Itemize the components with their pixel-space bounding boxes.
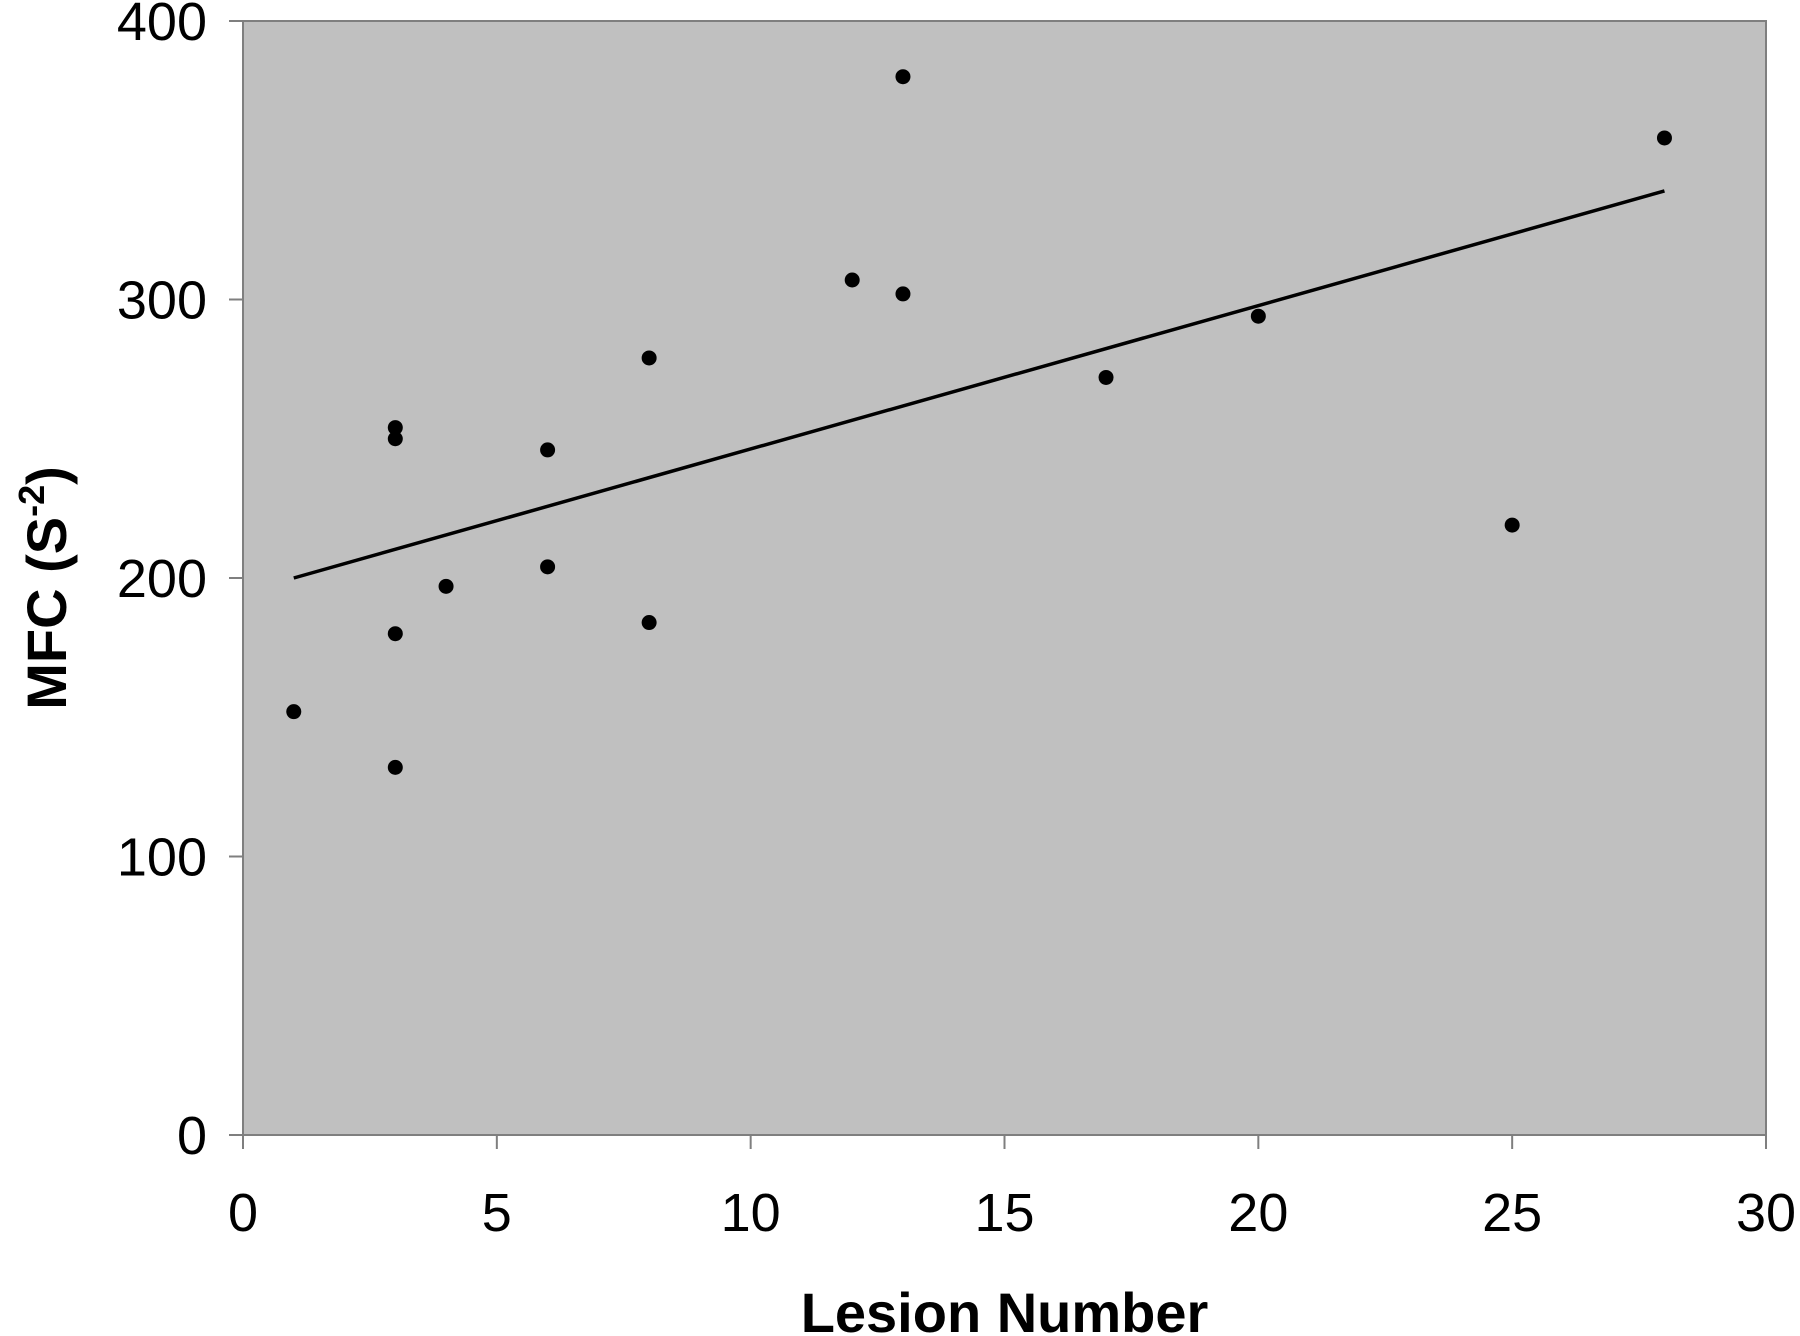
tick-labels: 0 100 200 300 400 0 5 10 15 20 25 30 [117,0,1796,1243]
x-tick-label: 0 [228,1183,258,1243]
data-point [540,559,556,575]
trendline [293,189,1665,580]
data-point [387,626,403,642]
x-tick-label: 10 [721,1183,781,1243]
data-point [1250,308,1266,324]
data-point [387,759,403,775]
axes [229,20,1767,1149]
data-point [1656,130,1672,146]
y-tick-label: 300 [117,271,207,331]
data-point [387,431,403,447]
x-tick-label: 5 [482,1183,512,1243]
trendline-group [293,189,1665,580]
x-tick-label: 25 [1482,1183,1542,1243]
data-point [641,350,657,366]
data-point [1504,517,1520,533]
data-point [844,272,860,288]
x-tick-label: 30 [1736,1183,1796,1243]
y-tick-label: 400 [117,0,207,52]
data-point [641,615,657,631]
data-point [286,704,302,720]
y-axis-title-superscript: -2 [11,485,52,517]
y-tick-label: 100 [117,828,207,888]
data-point [895,69,911,85]
y-tick-label: 200 [117,549,207,609]
data-point [387,420,403,436]
data-point [540,442,556,458]
y-axis-title-close: ) [15,466,78,485]
plot-area [242,20,1767,1136]
data-point [438,578,454,594]
y-axis-title: MFC (S-2) [11,466,78,710]
data-point [1098,369,1114,385]
data-point [895,286,911,302]
x-tick-label: 20 [1228,1183,1288,1243]
x-axis-title: Lesion Number [801,1281,1209,1336]
y-tick-label: 0 [177,1106,207,1166]
data-points [286,69,1672,775]
y-axis-title-main: MFC (S [15,517,78,710]
x-tick-label: 15 [974,1183,1034,1243]
